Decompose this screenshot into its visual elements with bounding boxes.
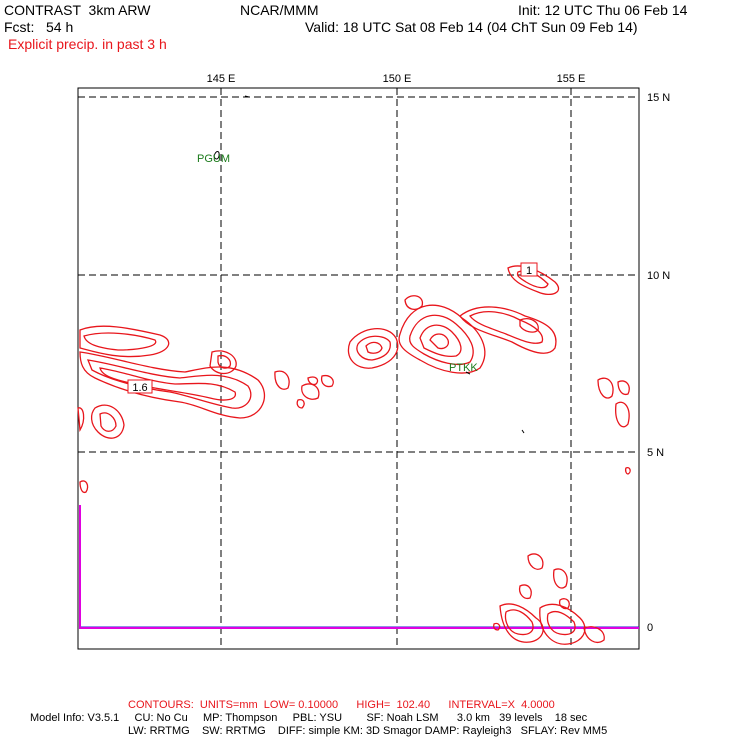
chuuk-island [465, 371, 471, 375]
lat-label-5: 5 N [647, 447, 664, 459]
contour-label-1: 1 [526, 265, 532, 277]
lon-label-155: 155 E [557, 73, 586, 85]
org-label: NCAR/MMM [240, 2, 319, 18]
station-ptkk: PTKK [449, 362, 478, 374]
model-title: CONTRAST 3km ARW [4, 2, 151, 18]
init-time: Init: 12 UTC Thu 06 Feb 14 [518, 2, 688, 18]
forecast-hour: Fcst: 54 h [4, 19, 74, 35]
contour-label-1-6: 1.6 [132, 382, 147, 394]
valid-time: Valid: 18 UTC Sat 08 Feb 14 (04 ChT Sun … [305, 19, 638, 35]
guam-island [213, 151, 220, 160]
station-pgum: PGUM [197, 153, 230, 165]
lon-label-145: 145 E [207, 73, 236, 85]
grid-lines [78, 88, 639, 649]
contour-label-box-1-6 [127, 379, 153, 394]
lat-label-0: 0 [647, 622, 653, 634]
lat-label-15: 15 N [647, 92, 670, 104]
contour-label-box-1 [520, 262, 538, 277]
model-info-line-2: LW: RRTMG SW: RRTMG DIFF: simple KM: 3D … [128, 725, 608, 737]
lon-label-150: 150 E [383, 73, 412, 85]
lat-label-10: 10 N [647, 270, 670, 282]
map-frame [77, 87, 640, 650]
domain-boundary [79, 505, 639, 629]
north-island [244, 95, 250, 98]
small-island [521, 429, 525, 434]
field-title: Explicit precip. in past 3 h [8, 36, 167, 52]
contours-info: CONTOURS: UNITS=mm LOW= 0.10000 HIGH= 10… [128, 699, 555, 711]
model-info-line-1: Model Info: V3.5.1 CU: No Cu MP: Thompso… [30, 712, 588, 724]
coastlines [213, 95, 525, 434]
precip-contours [77, 265, 631, 645]
